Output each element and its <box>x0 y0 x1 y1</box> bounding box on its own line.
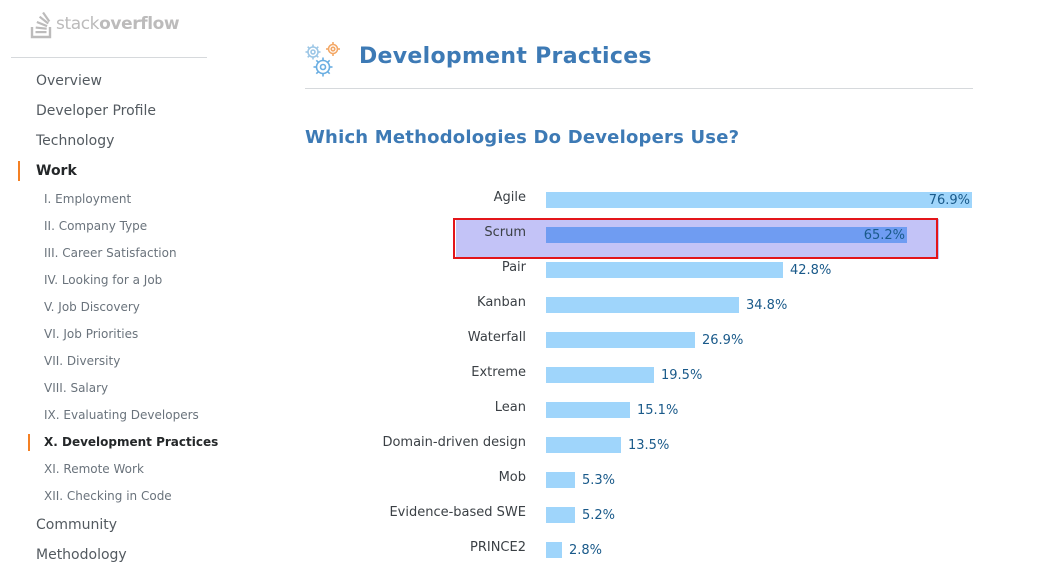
category-label-domain-driven-design: Domain-driven design <box>382 435 526 450</box>
sidebar-item-community[interactable]: Community <box>36 517 118 533</box>
bar-scrum[interactable] <box>546 227 907 243</box>
selected-row-outline <box>453 218 938 259</box>
stackoverflow-logo-icon <box>30 11 52 39</box>
sidebar-subitem-looking-for-a-job[interactable]: IV. Looking for a Job <box>44 273 163 287</box>
value-label-agile: 76.9% <box>928 193 970 208</box>
bar-pair[interactable] <box>546 262 783 278</box>
sidebar-subitem-development-practices[interactable]: X. Development Practices <box>0 429 218 456</box>
sidebar-item-technology[interactable]: Technology <box>36 133 115 149</box>
bar-waterfall[interactable] <box>546 332 695 348</box>
sidebar-item-work[interactable]: Work <box>0 156 210 186</box>
sidebar-subitem-company-type[interactable]: II. Company Type <box>44 219 148 233</box>
sidebar-subitem-salary[interactable]: VIII. Salary <box>44 381 109 395</box>
value-label-domain-driven-design: 13.5% <box>628 438 670 453</box>
value-label-kanban: 34.8% <box>746 298 788 313</box>
bar-extreme[interactable] <box>546 367 654 383</box>
sidebar-subitem-diversity[interactable]: VII. Diversity <box>44 354 121 368</box>
logo-text-bold: overflow <box>99 14 180 34</box>
gears-icon <box>305 42 340 77</box>
value-label-scrum: 65.2% <box>863 228 905 243</box>
sidebar-subitem-job-discovery[interactable]: V. Job Discovery <box>44 300 140 314</box>
category-label-mob: Mob <box>498 470 526 485</box>
bar-kanban[interactable] <box>546 297 739 313</box>
sidebar-item-overview[interactable]: Overview <box>36 73 102 89</box>
logo-text-light: stack <box>56 14 100 34</box>
sidebar-subitem-evaluating-developers[interactable]: IX. Evaluating Developers <box>44 408 199 422</box>
sidebar-subitem-checking-in-code[interactable]: XII. Checking in Code <box>44 489 172 503</box>
value-label-mob: 5.3% <box>582 473 616 488</box>
page-title: Development Practices <box>359 44 652 69</box>
sidebar-subitem-remote-work[interactable]: XI. Remote Work <box>44 462 144 476</box>
category-label-extreme: Extreme <box>471 365 526 380</box>
sidebar-nav: Overview Developer Profile Technology Wo… <box>0 66 218 570</box>
bar-evidence-based-swe[interactable] <box>546 507 575 523</box>
sidebar-subnav-work: I. Employment II. Company Type III. Care… <box>0 186 218 510</box>
value-label-extreme: 19.5% <box>661 368 703 383</box>
logo-text: stackoverflow <box>56 14 180 34</box>
stackoverflow-logo[interactable]: stackoverflow <box>30 8 180 40</box>
category-label-waterfall: Waterfall <box>467 330 526 345</box>
bar-lean[interactable] <box>546 402 630 418</box>
sidebar-subitem-career-satisfaction[interactable]: III. Career Satisfaction <box>44 246 177 260</box>
title-divider <box>305 88 973 89</box>
sidebar-subitem-employment[interactable]: I. Employment <box>44 192 132 206</box>
sidebar-divider <box>11 57 207 58</box>
sidebar-item-methodology[interactable]: Methodology <box>36 547 127 563</box>
sidebar-item-developer-profile[interactable]: Developer Profile <box>36 103 156 119</box>
bar-agile[interactable] <box>546 192 972 208</box>
category-label-scrum: Scrum <box>484 225 526 240</box>
section-title: Which Methodologies Do Developers Use? <box>305 127 740 148</box>
category-label-lean: Lean <box>494 400 526 415</box>
bar-mob[interactable] <box>546 472 575 488</box>
category-label-evidence-based-swe: Evidence-based SWE <box>389 505 526 520</box>
bar-prince2[interactable] <box>546 542 562 558</box>
value-label-prince2: 2.8% <box>569 543 603 558</box>
category-label-prince2: PRINCE2 <box>470 540 526 555</box>
category-label-kanban: Kanban <box>477 295 526 310</box>
bar-domain-driven-design[interactable] <box>546 437 621 453</box>
value-label-waterfall: 26.9% <box>702 333 744 348</box>
value-label-evidence-based-swe: 5.2% <box>582 508 616 523</box>
category-label-agile: Agile <box>493 190 526 205</box>
value-label-pair: 42.8% <box>790 263 832 278</box>
sidebar: stackoverflow Overview Developer Profile… <box>0 0 218 583</box>
value-label-lean: 15.1% <box>637 403 679 418</box>
category-label-pair: Pair <box>501 260 526 275</box>
sidebar-subitem-job-priorities[interactable]: VI. Job Priorities <box>44 327 139 341</box>
